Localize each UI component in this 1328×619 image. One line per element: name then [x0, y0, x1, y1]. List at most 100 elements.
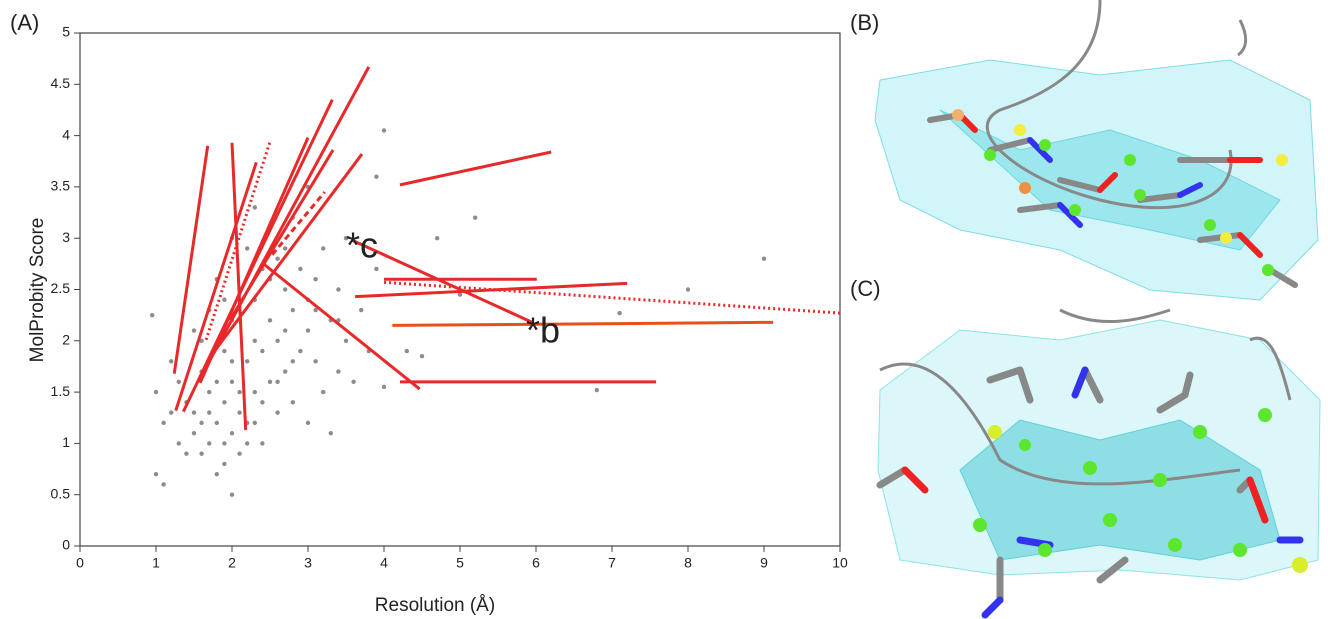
data-point: [153, 389, 159, 395]
data-point: [321, 389, 326, 395]
data-point: [343, 338, 349, 343]
data-point: [199, 420, 204, 426]
data-point: [150, 312, 155, 318]
panel-label: (A): [10, 10, 39, 35]
data-point: [374, 266, 379, 272]
data-point: [313, 277, 318, 282]
data-point: [222, 461, 227, 467]
data-point: [283, 287, 288, 292]
data-point: [199, 451, 204, 456]
range-segment: [230, 142, 248, 431]
data-point: [283, 328, 288, 333]
panel-label: (C): [850, 276, 881, 301]
data-point: [260, 348, 265, 354]
data-point: [473, 215, 478, 220]
data-point: [229, 430, 235, 436]
plot: 0 1 2 3 4 5 6 7 8 9 10 0 0.5 1 1.5 2 2.5 3 3.5 4 4.5 5 *c *b: [51, 24, 848, 571]
data-point: [229, 379, 235, 385]
data-point: [252, 389, 257, 395]
data-point: [313, 359, 318, 364]
data-point: [435, 236, 440, 241]
data-point: [290, 400, 295, 405]
data-point: [359, 307, 364, 313]
panel-b: (B): [850, 0, 1319, 301]
data-point: [191, 328, 197, 333]
range-segment: [383, 280, 841, 315]
y-tick-label: 4.5: [51, 75, 71, 91]
data-point: [260, 441, 265, 446]
data-point: [245, 441, 250, 446]
range-segment: [392, 320, 774, 327]
data-point: [275, 338, 280, 343]
range-segment: [228, 149, 335, 322]
x-axis-label: Resolution (Å): [375, 595, 495, 616]
annotation: *b: [526, 310, 560, 351]
data-point: [321, 246, 326, 251]
data-point: [245, 359, 250, 364]
data-point: [336, 287, 341, 292]
range-segment: [182, 99, 334, 413]
range-segment: [198, 137, 310, 384]
data-point: [761, 256, 767, 261]
x-tick-label: 7: [608, 555, 616, 571]
range-segment: [198, 66, 371, 381]
data-point: [245, 246, 250, 251]
x-tick-label: 9: [760, 555, 768, 571]
data-point: [237, 451, 242, 456]
x-tick-label: 1: [152, 555, 160, 571]
y-tick-label: 1.5: [51, 383, 71, 399]
y-tick-label: 0.5: [51, 485, 71, 501]
data-point: [214, 379, 219, 385]
data-point: [290, 359, 295, 364]
data-point: [298, 266, 303, 272]
range-segment: [263, 263, 421, 391]
y-tick-label: 3.5: [51, 178, 71, 194]
data-point: [419, 353, 425, 359]
data-point: [222, 348, 227, 354]
data-point: [617, 310, 622, 316]
density-map: [877, 319, 1321, 581]
atom-spheres: [952, 109, 1288, 276]
data-point: [381, 128, 387, 133]
data-point: [161, 482, 166, 487]
panel-label: (B): [850, 10, 879, 35]
y-axis-label: MolProbity Score: [27, 218, 48, 363]
data-point: [336, 369, 341, 374]
range-segment: [399, 150, 552, 187]
x-tick-label: 3: [304, 555, 312, 571]
data-point: [381, 384, 387, 390]
data-point: [252, 338, 257, 343]
data-point: [374, 174, 379, 179]
x-tick-label: 5: [456, 555, 464, 571]
x-tick-label: 6: [532, 555, 540, 571]
range-segment: [351, 238, 533, 324]
x-tick-label: 2: [228, 555, 236, 571]
data-point: [191, 430, 197, 436]
data-point: [267, 318, 273, 323]
data-point: [222, 297, 227, 302]
y-tick-label: 3: [62, 229, 70, 245]
range-segment: [212, 153, 364, 353]
y-tick-label: 4: [62, 126, 70, 142]
data-point: [275, 256, 280, 261]
data-point: [594, 387, 599, 393]
data-point: [153, 471, 159, 477]
data-point: [207, 410, 212, 415]
atom-sticks: [876, 366, 1304, 619]
data-point: [207, 389, 212, 395]
data-point: [214, 471, 219, 477]
data-point: [305, 420, 311, 426]
y-tick-label: 5: [62, 24, 70, 40]
data-point: [207, 441, 212, 446]
data-point: [275, 379, 280, 385]
data-point: [260, 400, 265, 405]
data-point: [237, 410, 242, 415]
data-point: [267, 379, 273, 385]
data-point: [305, 328, 311, 333]
data-point: [252, 205, 257, 210]
data-point: [343, 236, 349, 241]
data-point: [283, 369, 288, 374]
data-point: [685, 287, 691, 292]
data-point: [222, 400, 227, 405]
